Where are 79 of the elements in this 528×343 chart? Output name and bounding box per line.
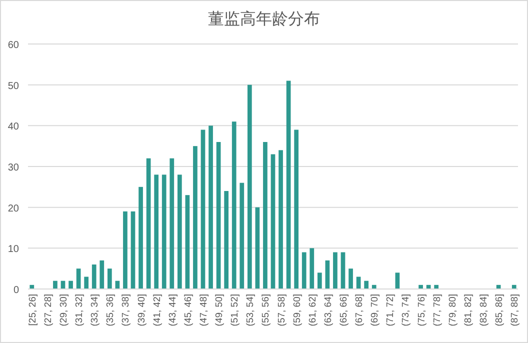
- x-tick-label: (59, 60]: [292, 294, 303, 326]
- x-tick-label: (67, 68]: [354, 294, 366, 326]
- bar: [364, 280, 369, 289]
- x-tick-label: (79, 80]: [447, 294, 458, 326]
- x-tick-label: (27, 28]: [42, 294, 54, 326]
- bar: [68, 280, 73, 289]
- x-tick-label: (57, 58]: [276, 294, 288, 326]
- x-tick-label: (49, 50]: [214, 294, 226, 326]
- x-tick-label: (55, 56]: [260, 294, 272, 326]
- x-tick-label: (69, 70]: [370, 294, 381, 326]
- y-tick-label: 20: [8, 203, 20, 214]
- x-tick-label: (65, 66]: [338, 294, 350, 326]
- x-tick-label: (77, 78]: [432, 294, 443, 326]
- bar: [348, 268, 353, 289]
- x-tick-label: (71, 72]: [385, 294, 396, 326]
- x-tick-label: (29, 30]: [58, 294, 70, 326]
- bar: [224, 191, 229, 289]
- x-tick-label: (53, 54]: [245, 294, 256, 326]
- bar: [138, 186, 143, 289]
- bar: [76, 268, 81, 289]
- bar: [263, 142, 268, 289]
- x-tick-label: (33, 34]: [90, 294, 101, 326]
- bar: [240, 182, 244, 289]
- bar: [146, 158, 151, 289]
- bar: [185, 195, 190, 289]
- y-tick-label: 40: [8, 122, 20, 133]
- bar: [193, 146, 198, 289]
- bar: [302, 252, 306, 289]
- x-tick-label: (61, 62]: [307, 294, 318, 326]
- y-tick-label: 0: [13, 285, 20, 296]
- x-tick-label: (75, 76]: [416, 294, 428, 326]
- bar: [286, 80, 291, 289]
- bar: [294, 130, 299, 289]
- x-tick-label: (41, 42]: [152, 294, 163, 326]
- bar: [232, 122, 236, 289]
- bar: [107, 268, 112, 289]
- x-tick-label: (37, 38]: [120, 294, 132, 326]
- bar: [200, 130, 206, 289]
- y-tick-label: 60: [8, 40, 20, 51]
- bar: [53, 280, 58, 289]
- y-tick-label: 10: [8, 244, 20, 256]
- x-tick-label: (85, 86]: [494, 294, 506, 326]
- bar: [92, 264, 96, 289]
- bar: [255, 207, 260, 289]
- bar: [162, 174, 166, 289]
- y-tick-label: 30: [8, 162, 20, 174]
- x-tick-label: (31, 32]: [74, 294, 86, 326]
- bar: [216, 142, 221, 289]
- bar: [100, 260, 104, 289]
- x-tick-label: (45, 46]: [182, 294, 194, 326]
- x-tick-label: (81, 82]: [462, 294, 474, 326]
- bar: [270, 154, 276, 289]
- bar: [123, 211, 128, 289]
- bar: [325, 260, 330, 289]
- bar: [130, 211, 136, 289]
- title: 董监高年龄分布: [208, 11, 320, 28]
- x-tick-label: (73, 74]: [400, 294, 412, 326]
- bar: [177, 174, 182, 289]
- x-tick-label: (47, 48]: [198, 294, 210, 326]
- bar: [170, 158, 174, 289]
- x-tick-label: (43, 44]: [167, 294, 178, 326]
- x-tick-label: (83, 84]: [478, 294, 490, 326]
- x-tick-label: (35, 36]: [105, 294, 116, 326]
- x-tick-label: (87, 88]: [510, 294, 521, 326]
- bar: [208, 126, 213, 289]
- bar: [247, 84, 252, 289]
- bar: [310, 248, 314, 289]
- bar: [333, 252, 338, 289]
- bar: [317, 272, 322, 289]
- y-tick-label: 50: [8, 80, 20, 92]
- bar: [340, 252, 346, 289]
- x-tick-label: (51, 52]: [230, 294, 241, 326]
- x-tick-label: [25, 26]: [27, 294, 38, 326]
- bar: [395, 272, 400, 289]
- x-tick-label: (63, 64]: [322, 294, 334, 326]
- bar: [278, 150, 283, 289]
- bar: [154, 174, 159, 289]
- bar: [84, 276, 89, 289]
- x-tick-label: (39, 40]: [136, 294, 148, 326]
